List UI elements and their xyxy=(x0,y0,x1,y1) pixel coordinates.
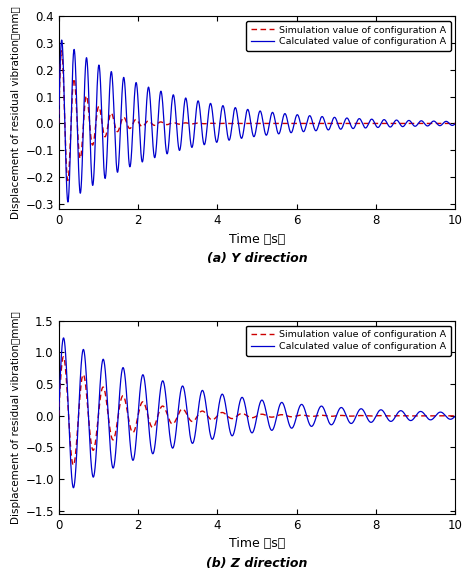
Calculated value of configuration A xyxy=(71,484,76,491)
Simulation value of configuration A xyxy=(350,120,356,127)
Y-axis label: Displacement of residual vibration（mm）: Displacement of residual vibration（mm） xyxy=(11,6,21,219)
Simulation value of configuration A xyxy=(308,120,314,127)
X-axis label: Time （s）: Time （s） xyxy=(229,538,285,550)
Line: Simulation value of configuration A: Simulation value of configuration A xyxy=(59,51,456,181)
Simulation value of configuration A xyxy=(61,353,66,360)
Legend: Simulation value of configuration A, Calculated value of configuration A: Simulation value of configuration A, Cal… xyxy=(246,325,451,356)
Calculated value of configuration A xyxy=(371,118,377,125)
Text: (a) Y direction: (a) Y direction xyxy=(207,252,307,265)
Text: (b) Z direction: (b) Z direction xyxy=(206,557,308,570)
Calculated value of configuration A xyxy=(308,114,314,121)
Simulation value of configuration A xyxy=(200,120,205,127)
Simulation value of configuration A xyxy=(371,412,377,419)
Calculated value of configuration A xyxy=(350,419,356,426)
Line: Simulation value of configuration A: Simulation value of configuration A xyxy=(59,357,456,465)
Calculated value of configuration A xyxy=(308,423,314,430)
Simulation value of configuration A xyxy=(291,413,296,420)
Simulation value of configuration A xyxy=(65,177,71,184)
Simulation value of configuration A xyxy=(308,413,314,420)
Calculated value of configuration A xyxy=(59,37,64,44)
Calculated value of configuration A xyxy=(371,416,377,423)
Simulation value of configuration A xyxy=(291,120,296,127)
Calculated value of configuration A xyxy=(350,125,356,132)
Legend: Simulation value of configuration A, Calculated value of configuration A: Simulation value of configuration A, Cal… xyxy=(246,21,451,51)
Simulation value of configuration A xyxy=(59,47,64,54)
Calculated value of configuration A xyxy=(200,132,205,139)
Calculated value of configuration A xyxy=(65,198,71,205)
Simulation value of configuration A xyxy=(350,413,356,420)
Calculated value of configuration A xyxy=(291,123,296,130)
Line: Calculated value of configuration A: Calculated value of configuration A xyxy=(59,338,456,488)
Calculated value of configuration A xyxy=(56,412,62,419)
Calculated value of configuration A xyxy=(56,120,62,127)
Calculated value of configuration A xyxy=(200,387,205,394)
Simulation value of configuration A xyxy=(453,412,458,419)
Simulation value of configuration A xyxy=(76,145,82,152)
Calculated value of configuration A xyxy=(61,335,66,342)
Calculated value of configuration A xyxy=(453,412,458,419)
Calculated value of configuration A xyxy=(76,408,82,415)
Simulation value of configuration A xyxy=(76,409,82,416)
Simulation value of configuration A xyxy=(71,462,76,469)
Simulation value of configuration A xyxy=(200,408,205,415)
Simulation value of configuration A xyxy=(371,120,377,127)
Calculated value of configuration A xyxy=(76,167,82,174)
Y-axis label: Displacement of residual vibration（mm）: Displacement of residual vibration（mm） xyxy=(11,311,21,524)
Simulation value of configuration A xyxy=(56,120,62,127)
Simulation value of configuration A xyxy=(56,412,62,419)
Calculated value of configuration A xyxy=(453,120,458,127)
Line: Calculated value of configuration A: Calculated value of configuration A xyxy=(59,40,456,202)
Calculated value of configuration A xyxy=(291,423,296,430)
Simulation value of configuration A xyxy=(453,120,458,127)
X-axis label: Time （s）: Time （s） xyxy=(229,233,285,245)
